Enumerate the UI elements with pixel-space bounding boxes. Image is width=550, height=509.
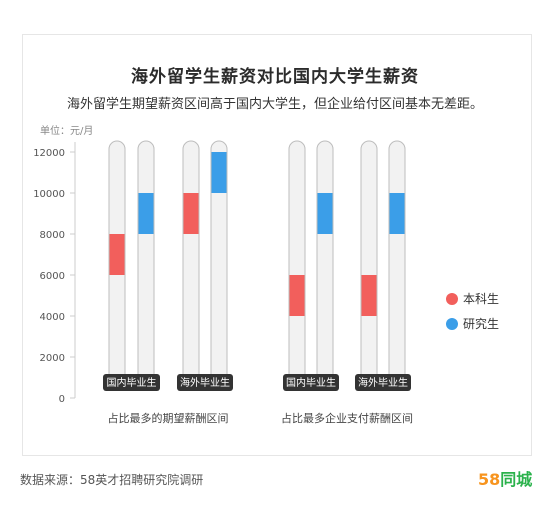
subgroup-label: 海外毕业生 <box>180 376 230 389</box>
range-bar <box>211 152 227 193</box>
y-tick-label: 10000 <box>33 189 65 200</box>
range-bar <box>317 193 333 234</box>
group-label: 占比最多企业支付薪酬区间 <box>281 411 413 425</box>
y-tick-label: 12000 <box>33 148 65 159</box>
y-tick-label: 4000 <box>40 312 65 323</box>
subgroup-badge <box>355 374 411 391</box>
legend-swatch <box>446 293 458 305</box>
subgroup-label: 国内毕业生 <box>286 376 336 389</box>
range-bar <box>109 234 125 275</box>
bar-track <box>388 140 406 388</box>
logo-number: 58 <box>478 470 501 489</box>
legend-label: 本科生 <box>463 292 499 306</box>
range-bar <box>289 275 305 316</box>
range-bar <box>389 193 405 234</box>
page-title: 海外留学生薪资对比国内大学生薪资 <box>131 67 419 87</box>
data-source: 数据来源：58英才招聘研究院调研 <box>20 473 204 487</box>
y-unit-label: 单位：元/月 <box>40 124 93 137</box>
y-tick-label: 2000 <box>40 353 65 364</box>
logo-text: 同城 <box>500 470 533 489</box>
legend-label: 研究生 <box>463 316 499 331</box>
brand-logo: 58同城 <box>478 466 532 490</box>
group-label: 占比最多的期望薪酬区间 <box>108 411 229 425</box>
subgroup-label: 海外毕业生 <box>358 376 408 389</box>
bar-track <box>182 140 200 388</box>
y-tick-label: 6000 <box>40 271 65 282</box>
subgroup-badge <box>177 374 233 391</box>
y-tick-label: 8000 <box>40 230 65 241</box>
bar-track <box>360 140 378 388</box>
subgroup-badge <box>103 374 160 391</box>
range-bar <box>138 193 154 234</box>
y-tick-label: 0 <box>59 394 65 405</box>
subgroup-badge <box>283 374 339 391</box>
legend-swatch <box>446 318 458 330</box>
bar-track <box>137 140 155 388</box>
bar-track <box>316 140 334 388</box>
page-subtitle: 海外留学生期望薪资区间高于国内大学生，但企业给付区间基本无差距。 <box>66 97 483 112</box>
subgroup-label: 国内毕业生 <box>107 376 157 389</box>
range-bar <box>183 193 199 234</box>
bar-track <box>288 140 306 388</box>
range-bar <box>361 275 377 316</box>
